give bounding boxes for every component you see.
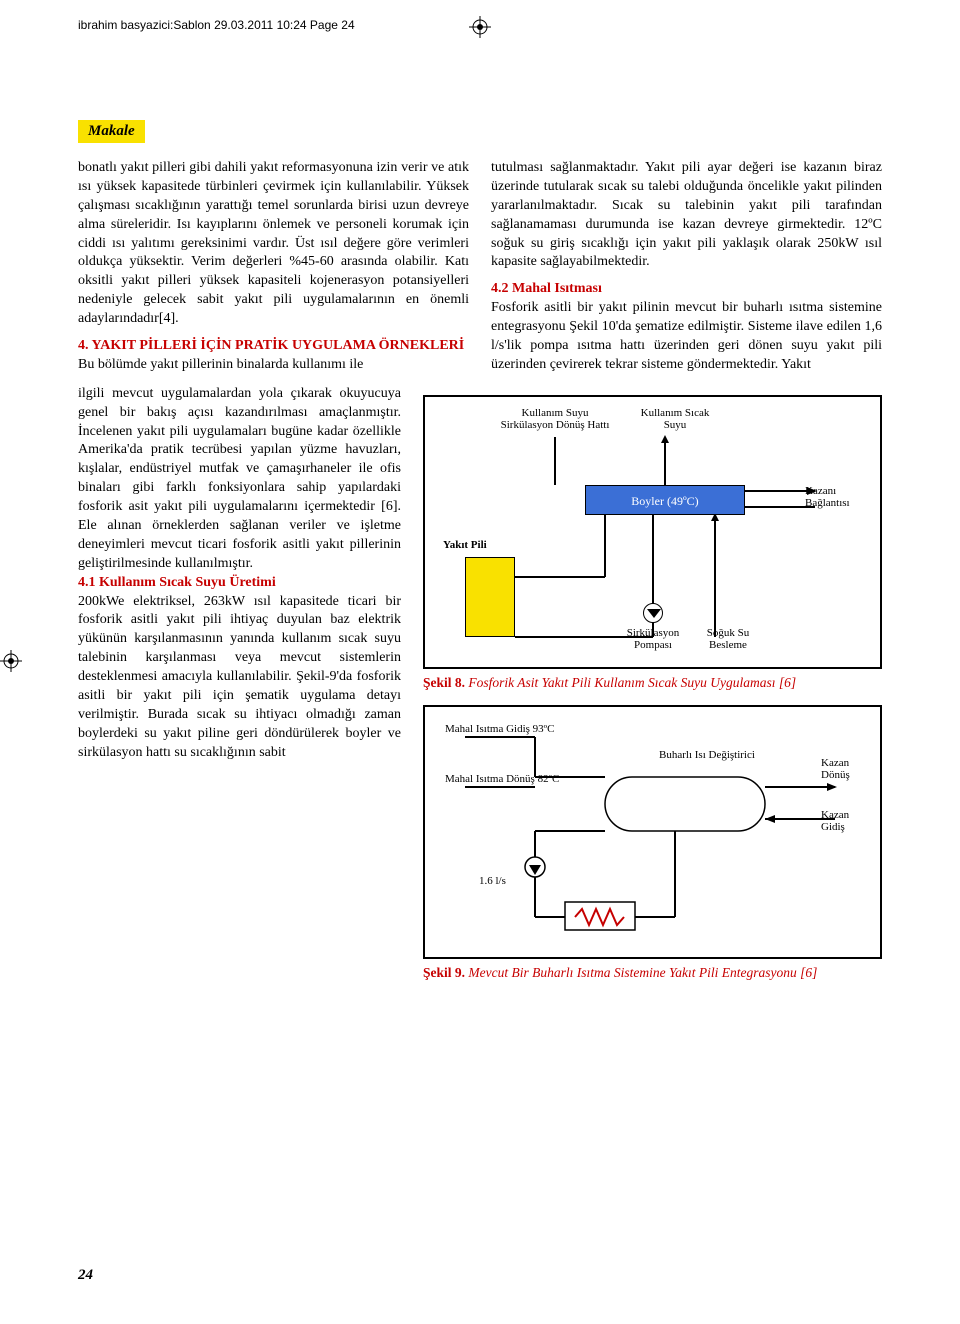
heading-4-1: 4.1 Kullanım Sıcak Suyu Üretimi	[78, 575, 276, 590]
paragraph: ilgili mevcut uygulamalardan yola çıkara…	[78, 385, 401, 574]
label: Mahal Isıtma Dönüş 82ºC	[445, 773, 559, 786]
label: Soğuk Su Besleme	[693, 627, 763, 652]
crop-mark-header: ibrahim basyazici:Sablon 29.03.2011 10:2…	[78, 18, 355, 32]
body-columns: bonatlı yakıt pilleri gibi dahili yakıt …	[78, 159, 882, 375]
pump-icon	[643, 603, 663, 623]
caption-label: Şekil 9.	[423, 965, 465, 980]
paragraph: Bu bölümde yakıt pillerinin binalarda ku…	[78, 356, 469, 375]
figure-8-caption: Şekil 8. Fosforik Asit Yakıt Pili Kullan…	[423, 675, 882, 691]
left-narrow-column: ilgili mevcut uygulamalardan yola çıkara…	[78, 385, 401, 981]
heading-4: 4. YAKIT PİLLERİ İÇİN PRATİK UYGULAMA ÖR…	[78, 337, 469, 356]
label: Kullanım Sıcak Suyu	[635, 407, 715, 432]
crop-mark-left-icon	[0, 650, 22, 672]
heading-4-2: 4.2 Mahal Isıtması	[491, 281, 602, 296]
label: Yakıt Pili	[443, 539, 503, 552]
figure-8-box: Boyler (49ºC) Kullanım Suyu Sirkülasyon …	[423, 395, 882, 669]
caption-label: Şekil 8.	[423, 675, 465, 690]
paragraph: Fosforik asitli bir yakıt pilinin mevcut…	[491, 299, 882, 375]
section-tag: Makale	[78, 120, 145, 143]
label: Kazan Gidiş	[821, 809, 870, 834]
page-number: 24	[78, 1267, 93, 1284]
boyler-box: Boyler (49ºC)	[585, 485, 745, 515]
crop-mark-icon	[469, 16, 491, 38]
label: Kazanı Bağlantısı	[805, 485, 865, 510]
label: Sirkülasyon Pompası	[613, 627, 693, 652]
label: Kullanım Suyu Sirkülasyon Dönüş Hattı	[495, 407, 615, 432]
figures-column: Boyler (49ºC) Kullanım Suyu Sirkülasyon …	[423, 385, 882, 981]
lower-layout: ilgili mevcut uygulamalardan yola çıkara…	[78, 385, 882, 981]
figure-9-caption: Şekil 9. Mevcut Bir Buharlı Isıtma Siste…	[423, 965, 882, 981]
label: Kazan Dönüş	[821, 757, 870, 782]
figure-9-box: Mahal Isıtma Gidiş 93ºC Mahal Isıtma Dön…	[423, 705, 882, 959]
paragraph: 200kWe elektriksel, 263kW ısıl kapasited…	[78, 593, 401, 763]
paragraph: tutulması sağlanmaktadır. Yakıt pili aya…	[491, 159, 882, 272]
figure-8-diagram: Boyler (49ºC) Kullanım Suyu Sirkülasyon …	[435, 407, 870, 657]
label: Buharlı Isı Değiştirici	[659, 749, 755, 762]
label: Mahal Isıtma Gidiş 93ºC	[445, 723, 554, 736]
caption-text: Fosforik Asit Yakıt Pili Kullanım Sıcak …	[465, 675, 796, 690]
fuel-cell-box	[465, 557, 515, 637]
paragraph: bonatlı yakıt pilleri gibi dahili yakıt …	[78, 159, 469, 329]
caption-text: Mevcut Bir Buharlı Isıtma Sistemine Yakı…	[465, 965, 817, 980]
label: 1.6 l/s	[479, 875, 506, 888]
figure-9-diagram: Mahal Isıtma Gidiş 93ºC Mahal Isıtma Dön…	[435, 717, 870, 947]
